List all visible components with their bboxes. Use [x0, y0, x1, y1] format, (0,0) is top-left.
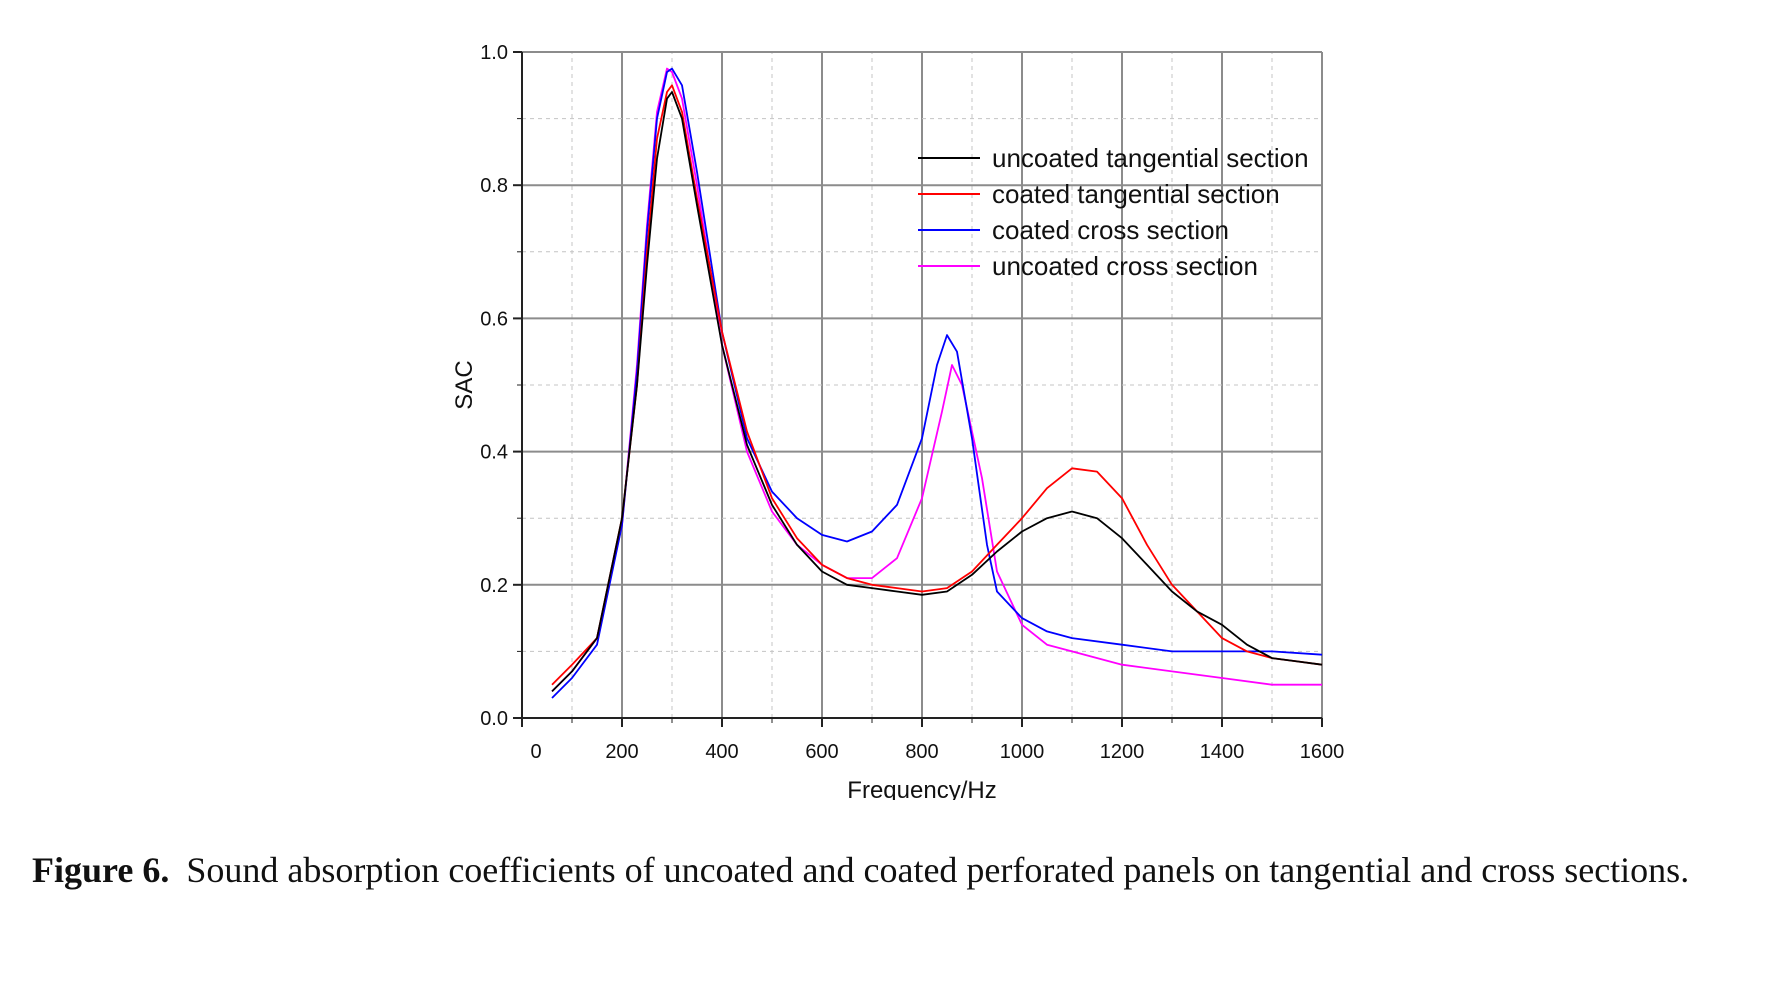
legend: uncoated tangential section coated tangen…: [918, 143, 1309, 281]
x-tick-label: 400: [705, 741, 738, 763]
y-tick-label: 0.2: [480, 575, 508, 597]
legend-label: coated cross section: [992, 215, 1229, 245]
series-line-coated-tangential-section: [551, 84, 1323, 686]
series-line-coated-cross-section: [551, 67, 1323, 699]
caption-label: Figure 6.: [32, 850, 170, 890]
x-tick-label: 1000: [1000, 741, 1045, 763]
x-tick-label: 200: [605, 741, 638, 763]
y-axis-title: SAC: [451, 360, 478, 409]
axes: 0 200 400 600 800 1000 1200 1400 1600 0.0 0.2 0.4 0.…: [451, 42, 1344, 800]
x-tick-label: 1600: [1300, 741, 1345, 763]
x-tick-label: 1200: [1100, 741, 1145, 763]
line-chart: 0 200 400 600 800 1000 1200 1400 1600 0.0 0.2 0.4 0.…: [451, 42, 1344, 800]
y-tick-label: 0.0: [480, 708, 508, 730]
caption-text: Sound absorption coefficients of uncoate…: [186, 850, 1690, 890]
legend-label: uncoated tangential section: [992, 143, 1309, 173]
legend-label: coated tangential section: [992, 179, 1280, 209]
y-tick-label: 1.0: [480, 42, 508, 64]
x-tick-label: 0: [530, 741, 541, 763]
figure-caption: Figure 6. Sound absorption coefficients …: [32, 842, 1772, 898]
legend-label: uncoated cross section: [992, 251, 1258, 281]
series-line-uncoated-tangential-section: [551, 91, 1323, 693]
chart-area: 0 200 400 600 800 1000 1200 1400 1600 0.0 0.2 0.4 0.…: [451, 42, 1344, 800]
series-lines: [551, 67, 1323, 699]
x-tick-label: 800: [905, 741, 938, 763]
y-tick-label: 0.4: [480, 442, 508, 464]
x-tick-label: 1400: [1200, 741, 1245, 763]
x-axis-title: Frequency/Hz: [847, 777, 996, 800]
y-tick-label: 0.6: [480, 308, 508, 330]
y-tick-label: 0.8: [480, 175, 508, 197]
x-tick-label: 600: [805, 741, 838, 763]
